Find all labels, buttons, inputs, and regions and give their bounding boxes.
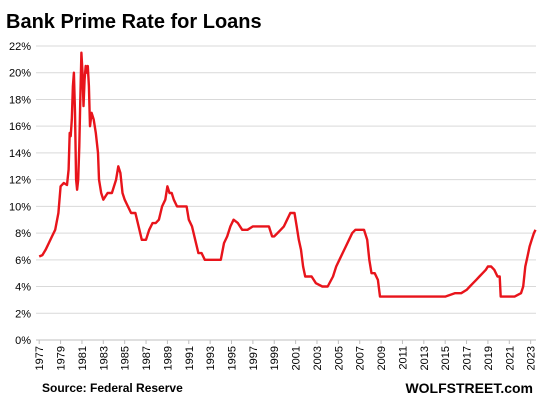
y-tick-label: 10%	[9, 201, 31, 213]
x-tick-label: 2013	[419, 346, 431, 370]
x-tick-label: 2005	[333, 346, 345, 370]
y-tick-label: 4%	[15, 282, 31, 294]
x-tick-label: 2017	[462, 346, 474, 370]
y-tick-label: 16%	[9, 121, 31, 133]
series-line	[38, 51, 537, 298]
gridlines	[36, 45, 536, 341]
x-tick-label: 2011	[397, 346, 409, 370]
x-tick-label: 2015	[440, 346, 452, 370]
y-axis-ticks: 0% 2% 4% 6% 8% 10% 12% 14% 16% 18% 20% 22%	[9, 41, 31, 347]
source-note: Source: Federal Reserve	[42, 381, 183, 395]
x-tick-label: 1991	[184, 346, 196, 370]
x-tick-label: 1999	[269, 346, 281, 370]
x-tick-label: 2023	[526, 346, 538, 370]
x-tick-label: 2019	[483, 346, 495, 370]
brand-label: WOLFSTREET.com	[405, 380, 533, 396]
y-tick-label: 0%	[15, 335, 31, 347]
y-tick-label: 20%	[9, 68, 31, 80]
x-tick-label: 2009	[376, 346, 388, 370]
x-tick-label: 1977	[34, 346, 46, 370]
x-tick-label: 2001	[291, 346, 303, 370]
y-tick-label: 14%	[9, 148, 31, 160]
x-tick-label: 2003	[312, 346, 324, 370]
y-tick-label: 22%	[9, 41, 31, 53]
y-tick-label: 18%	[9, 94, 31, 106]
x-axis-ticks: 1977 1979 1981 1983 1985 1987 1989 1991 1993 1995…	[34, 340, 538, 370]
x-tick-label: 1979	[56, 346, 68, 370]
y-tick-label: 6%	[15, 255, 31, 267]
x-tick-label: 1993	[205, 346, 217, 370]
series-area	[38, 51, 537, 298]
x-tick-label: 1989	[162, 346, 174, 370]
y-tick-label: 12%	[9, 175, 31, 187]
x-tick-label: 1997	[248, 346, 260, 370]
x-tick-label: 2021	[504, 346, 516, 370]
x-tick-label: 1995	[227, 346, 239, 370]
y-tick-label: 2%	[15, 308, 31, 320]
x-tick-label: 1985	[120, 346, 132, 370]
chart-title: Bank Prime Rate for Loans	[6, 11, 262, 33]
x-tick-label: 1987	[141, 346, 153, 370]
y-tick-label: 8%	[15, 228, 31, 240]
x-tick-label: 2007	[355, 346, 367, 370]
x-tick-label: 1983	[98, 346, 110, 370]
x-tick-label: 1981	[77, 346, 89, 370]
